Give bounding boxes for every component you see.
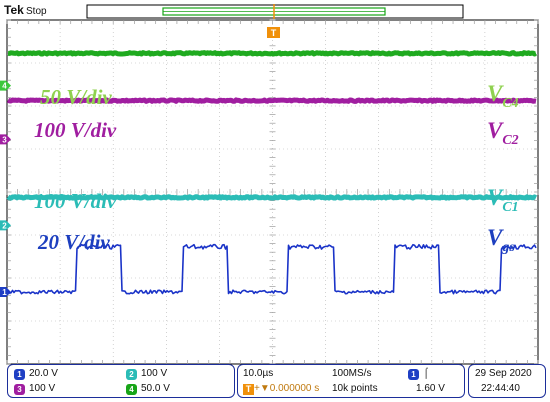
ch3-signal-subscript: C2 xyxy=(502,133,518,148)
trigger-delay-value: +▼0.000000 s xyxy=(254,383,320,394)
trigger-source-badge: 1 xyxy=(408,368,419,380)
run-state: Stop xyxy=(26,6,47,17)
ch1-signal-subscript: gs xyxy=(501,240,515,255)
channel-settings-panel[interactable]: 1 20.0 V 2 100 V 3 100 V 4 50.0 V xyxy=(7,364,235,398)
ch1-trace xyxy=(7,243,537,295)
brand-logo: Tek xyxy=(4,3,24,17)
ch2-scale-label: 100 V/div xyxy=(34,189,117,213)
date: 29 Sep 2020 xyxy=(475,368,532,379)
trigger-marker-label: T xyxy=(271,28,277,38)
trigger-delay-icon: T xyxy=(243,383,254,395)
ch2-badge: 2 xyxy=(126,368,137,380)
ch1-scale-label: 20 V/div xyxy=(37,230,110,254)
ch4-badge: 4 xyxy=(126,383,137,395)
ch4-signal-subscript: C4 xyxy=(502,96,518,111)
ch3-scale-label: 100 V/div xyxy=(34,118,117,142)
ch1-badge: 1 xyxy=(14,368,25,380)
trigger-slope-icon: ⌠ xyxy=(423,368,430,379)
ch2-setting[interactable]: 2 100 V xyxy=(126,368,167,381)
waveform-traces xyxy=(6,50,538,295)
ch4-scale-label: 50 V/div xyxy=(40,85,112,109)
channel-markers: 4 3 2 1 xyxy=(0,80,11,297)
ch4-signal-label: VC4 xyxy=(487,81,519,111)
ch2-signal-subscript: C1 xyxy=(502,200,518,215)
ch1-ground-marker[interactable]: 1 xyxy=(0,287,11,297)
trigger-level[interactable]: 1.60 V xyxy=(416,383,445,394)
trigger-delay[interactable]: T +▼0.000000 s xyxy=(243,383,319,396)
datetime-panel: 29 Sep 2020 22:44:40 xyxy=(468,364,546,398)
svg-text:1: 1 xyxy=(2,288,7,297)
ch2-trace xyxy=(6,194,538,201)
ch2-ground-marker[interactable]: 2 xyxy=(0,220,11,231)
ch3-signal-label: VC2 xyxy=(487,118,519,148)
ch1-signal-label: Vgs xyxy=(487,225,515,255)
ch3-trace xyxy=(6,97,537,104)
graticule xyxy=(6,19,539,365)
ch2-signal-label: VC1 xyxy=(487,185,519,215)
time: 22:44:40 xyxy=(481,383,520,394)
ch4-ground-marker[interactable]: 4 xyxy=(0,80,11,91)
ch1-scale: 20.0 V xyxy=(29,368,58,379)
ch3-ground-marker[interactable]: 3 xyxy=(0,134,11,145)
svg-text:3: 3 xyxy=(2,135,7,144)
ch3-scale: 100 V xyxy=(29,383,56,394)
timebase[interactable]: 10.0µs xyxy=(243,368,274,379)
svg-text:2: 2 xyxy=(2,221,7,230)
ch2-scale: 100 V xyxy=(141,368,168,379)
trigger-position-marker: T xyxy=(267,27,280,38)
ch1-setting[interactable]: 1 20.0 V xyxy=(14,368,58,381)
ch4-setting[interactable]: 4 50.0 V xyxy=(126,383,170,396)
ch3-badge: 3 xyxy=(14,383,25,395)
record-view-bar xyxy=(86,4,464,19)
ch4-scale: 50.0 V xyxy=(141,383,170,394)
record-length: 10k points xyxy=(332,383,378,394)
acquisition-panel[interactable]: 10.0µs T +▼0.000000 s 100MS/s 10k points … xyxy=(237,364,465,398)
trigger-setting[interactable]: 1 ⌠ xyxy=(408,368,429,381)
ch3-setting[interactable]: 3 100 V xyxy=(14,383,55,396)
ch4-trace xyxy=(7,50,537,57)
sample-rate: 100MS/s xyxy=(332,368,372,379)
svg-text:4: 4 xyxy=(2,82,7,91)
